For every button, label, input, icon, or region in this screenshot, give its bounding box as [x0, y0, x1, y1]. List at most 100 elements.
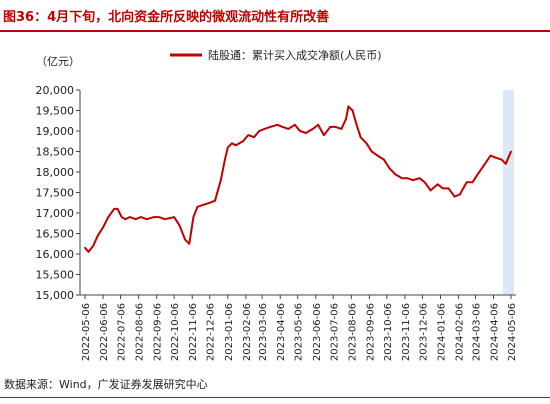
x-tick-label: 2023-02-06 — [242, 303, 253, 361]
x-tick-label: 2022-10-06 — [170, 303, 181, 361]
data-point — [494, 156, 497, 159]
data-point — [263, 128, 266, 130]
data-point — [441, 187, 444, 190]
data-point — [401, 177, 403, 180]
data-point — [312, 128, 314, 130]
y-tick-label: 17,000 — [36, 207, 75, 220]
data-point — [299, 130, 301, 132]
x-tick-label: 2022-07-06 — [117, 303, 128, 361]
data-point — [345, 117, 347, 120]
data-point — [163, 218, 166, 221]
x-tick-label: 2023-09-06 — [365, 303, 376, 361]
y-tick-label: 20,000 — [36, 84, 75, 97]
x-tick-label: 2022-06-06 — [99, 303, 110, 361]
data-point — [226, 146, 229, 149]
data-point — [247, 134, 250, 136]
data-point — [347, 105, 350, 108]
data-point — [107, 216, 110, 219]
y-tick-label: 15,000 — [36, 289, 75, 302]
data-point — [423, 181, 426, 184]
x-tick-label: 2022-11-06 — [188, 303, 199, 361]
title-bar: 图36：4月下旬，北向资金所反映的微观流动性有所改善 — [0, 0, 550, 30]
data-point — [334, 126, 337, 128]
x-tick-label: 2024-01-06 — [436, 303, 447, 361]
x-tick-label: 2023-05-06 — [294, 303, 305, 361]
data-point — [113, 208, 115, 210]
data-point — [412, 179, 414, 182]
data-point — [329, 126, 332, 128]
x-tick-label: 2024-05-06 — [507, 303, 518, 361]
y-tick-label: 17,500 — [36, 187, 75, 200]
data-point — [158, 216, 160, 219]
data-point — [365, 142, 368, 145]
x-tick-label: 2022-08-06 — [135, 303, 146, 361]
data-point — [281, 126, 284, 128]
x-tick-label: 2023-11-06 — [401, 303, 412, 361]
data-point — [340, 128, 343, 130]
x-tick-label: 2022-12-06 — [206, 303, 217, 361]
bottom-rule — [0, 397, 550, 398]
data-point — [287, 128, 290, 130]
y-tick-label: 18,500 — [36, 146, 75, 159]
data-point — [388, 167, 391, 169]
data-point — [84, 246, 86, 249]
data-point — [465, 181, 468, 184]
x-tick-label: 2022-05-06 — [81, 303, 92, 361]
data-point — [269, 126, 272, 128]
data-point — [129, 216, 131, 219]
y-axis-unit: （亿元） — [36, 55, 80, 68]
data-point — [178, 224, 181, 227]
data-point — [208, 201, 211, 204]
y-tick-label: 18,000 — [36, 166, 75, 179]
legend-label: 陆股通：累计买入成交净额(人民币) — [208, 48, 382, 62]
data-point — [447, 187, 450, 190]
data-point — [500, 158, 503, 161]
x-tick-label: 2023-01-06 — [224, 303, 235, 361]
chart-container: （亿元） 15,000 15,500 16,000 16,500 17,000 17,500… — [0, 34, 550, 370]
data-point — [92, 244, 95, 247]
title-rule — [0, 30, 550, 32]
data-point — [145, 218, 148, 221]
data-point — [359, 136, 362, 139]
data-point — [134, 218, 137, 221]
data-point — [224, 158, 226, 161]
data-point — [453, 195, 456, 198]
data-point — [173, 216, 176, 219]
series-line — [84, 105, 512, 253]
data-point — [476, 173, 479, 176]
x-tick-label: 2023-08-06 — [347, 303, 358, 361]
data-point — [120, 216, 123, 219]
data-point — [376, 154, 379, 157]
data-point — [124, 218, 127, 221]
data-point — [355, 123, 358, 126]
data-point — [235, 144, 237, 147]
data-point — [351, 109, 354, 112]
data-point — [370, 150, 373, 153]
data-point — [102, 226, 104, 229]
data-point — [471, 181, 474, 184]
data-point — [305, 132, 307, 134]
data-point — [418, 177, 421, 180]
y-tick-label: 19,000 — [36, 125, 75, 138]
x-tick-label: 2024-04-06 — [490, 303, 501, 361]
data-point — [253, 136, 255, 139]
data-point — [116, 208, 119, 210]
data-point — [317, 123, 319, 126]
data-point — [510, 150, 512, 153]
data-point — [293, 123, 296, 126]
data-point — [152, 216, 155, 219]
data-point — [383, 158, 385, 161]
data-point — [96, 234, 99, 237]
data-point — [87, 251, 90, 253]
x-tick-label: 2023-10-06 — [383, 303, 394, 361]
data-point — [458, 193, 461, 196]
y-tick-label: 16,500 — [36, 228, 75, 241]
highlight-band — [502, 90, 514, 295]
x-tick-label: 2023-07-06 — [329, 303, 340, 361]
source-note: 数据来源：Wind，广发证券发展研究中心 — [4, 378, 208, 391]
data-point — [276, 123, 279, 126]
x-tick-label: 2023-04-06 — [276, 303, 287, 361]
data-point — [429, 189, 432, 192]
y-tick-label: 15,500 — [36, 269, 75, 282]
x-tick-label: 2023-06-06 — [312, 303, 323, 361]
